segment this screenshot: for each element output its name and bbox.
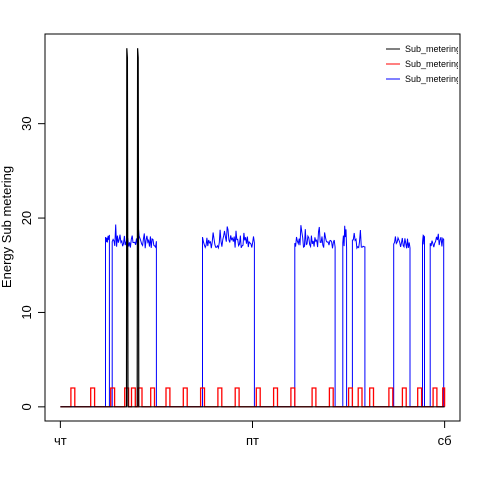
y-axis-label: Energy Sub metering <box>0 166 14 288</box>
y-tick-label: 10 <box>19 305 34 319</box>
series-sub-metering-2-line <box>60 387 446 408</box>
legend-items: Sub_metering_1 Sub_metering_2 Sub_metering… <box>386 44 471 84</box>
axes-layer: чт пт сб 0 10 20 30 <box>19 116 452 448</box>
y-tick-label: 30 <box>19 116 34 130</box>
y-tick-label: 0 <box>19 403 34 410</box>
legend-label: Sub_metering_2 <box>405 59 471 69</box>
legend-label: Sub_metering_3 <box>405 74 471 84</box>
x-tick-label: пт <box>246 433 259 448</box>
series-layer <box>60 48 446 408</box>
series-sub-metering-3-line <box>60 224 445 408</box>
x-tick-label: сб <box>438 433 452 448</box>
legend: Sub_metering_1 Sub_metering_2 Sub_metering… <box>386 44 471 84</box>
plot-frame <box>44 33 461 422</box>
series-sub-metering-1-line <box>60 48 445 408</box>
x-tick-label: чт <box>54 433 67 448</box>
legend-label: Sub_metering_1 <box>405 44 471 54</box>
y-tick-label: 20 <box>19 211 34 225</box>
